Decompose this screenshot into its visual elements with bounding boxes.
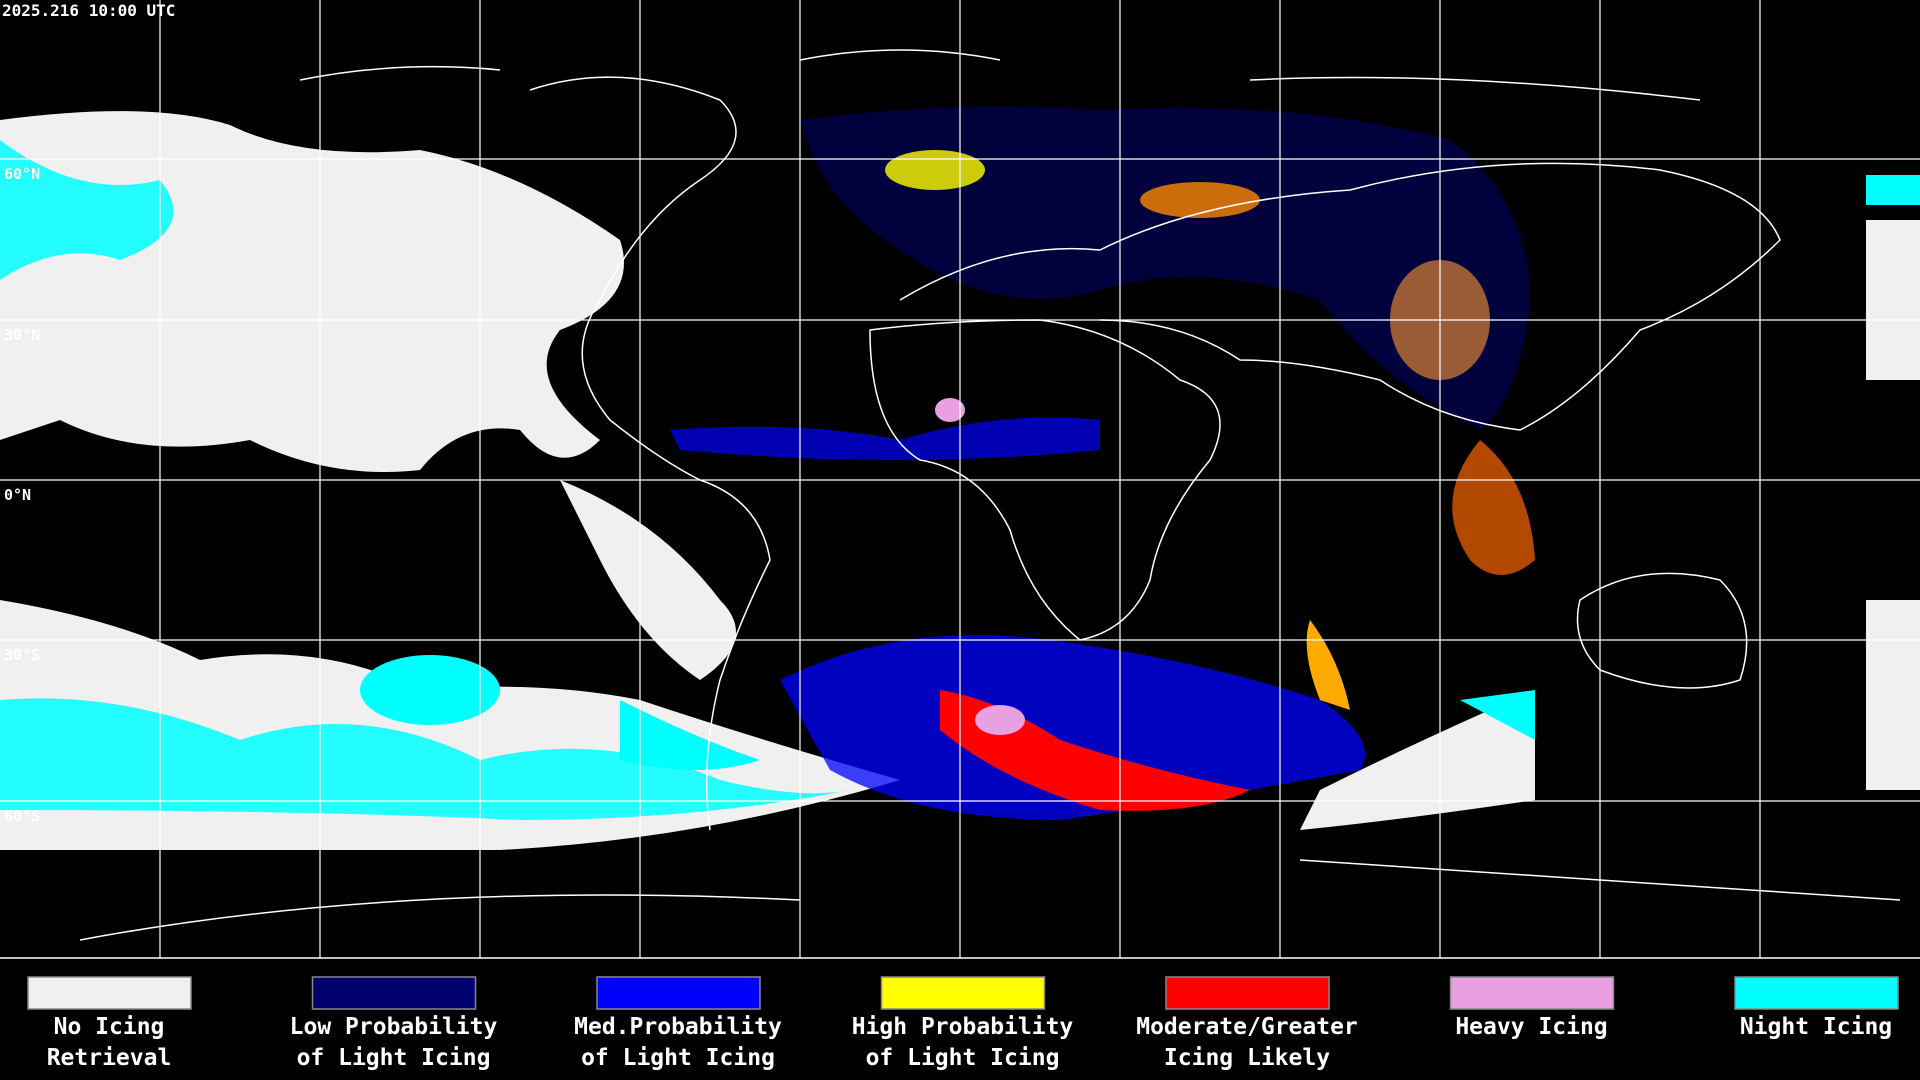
legend-label: Icing Likely — [1164, 1045, 1330, 1071]
med-icing-region — [670, 417, 1100, 460]
legend-swatch — [311, 976, 477, 1010]
legend-swatch — [880, 976, 1046, 1010]
legend-swatch — [1734, 976, 1899, 1010]
timestamp: 2025.216 10:00 UTC — [2, 1, 175, 20]
cloud-region — [1300, 690, 1535, 830]
icing-field — [670, 106, 1535, 820]
legend-swatch — [596, 976, 761, 1010]
night-region — [620, 700, 760, 770]
latitude-label: 60°N — [4, 165, 40, 183]
heavy-icing-region — [935, 398, 965, 422]
legend-label: Moderate/Greater — [1136, 1014, 1358, 1040]
legend-label: High Probability — [852, 1014, 1074, 1040]
night-region — [0, 140, 174, 280]
coastlines — [79, 49, 1901, 941]
low-icing-region — [800, 106, 1530, 431]
med-icing-region — [780, 635, 1365, 820]
legend: No Icing Retrieval Low Probability of Light… — [27, 976, 1899, 1071]
heavy-icing-region — [975, 705, 1025, 735]
cloud-region — [560, 480, 736, 680]
night-region — [1866, 175, 1920, 205]
latitude-label: 0°N — [4, 486, 31, 504]
legend-swatch — [1165, 976, 1330, 1010]
coastline — [899, 162, 1781, 431]
legend-swatch — [27, 976, 192, 1010]
legend-label: of Light Icing — [866, 1045, 1060, 1071]
legend-swatch — [1449, 976, 1615, 1010]
latitude-label: 30°S — [4, 646, 40, 664]
night-region — [1460, 690, 1535, 740]
legend-label: Night Icing — [1740, 1014, 1892, 1040]
legend-label: Heavy Icing — [1455, 1014, 1607, 1040]
high-icing-region — [885, 150, 985, 190]
graticule — [0, 0, 1920, 958]
legend-label: Med.Probability — [574, 1014, 782, 1040]
legend-label: No Icing — [54, 1014, 165, 1040]
coastline — [79, 49, 1901, 941]
legend-label: of Light Icing — [581, 1045, 775, 1071]
legend-label: of Light Icing — [297, 1045, 491, 1071]
legend-label: Retrieval — [47, 1045, 172, 1071]
night-region — [360, 655, 500, 725]
cloud-region — [1866, 220, 1920, 380]
latitude-label: 60°S — [4, 807, 40, 825]
latitude-label: 30°N — [4, 326, 40, 344]
coastline — [529, 76, 771, 831]
coastline — [1576, 572, 1748, 689]
cloud-region — [1866, 600, 1920, 790]
night-region — [0, 698, 850, 820]
moderate-icing-region — [1140, 182, 1260, 218]
cloud-field — [0, 111, 1920, 850]
high-icing-region — [1306, 620, 1350, 710]
coastline — [869, 319, 1221, 641]
legend-label: Low Probability — [290, 1014, 498, 1040]
moderate-icing-region — [1452, 440, 1535, 575]
